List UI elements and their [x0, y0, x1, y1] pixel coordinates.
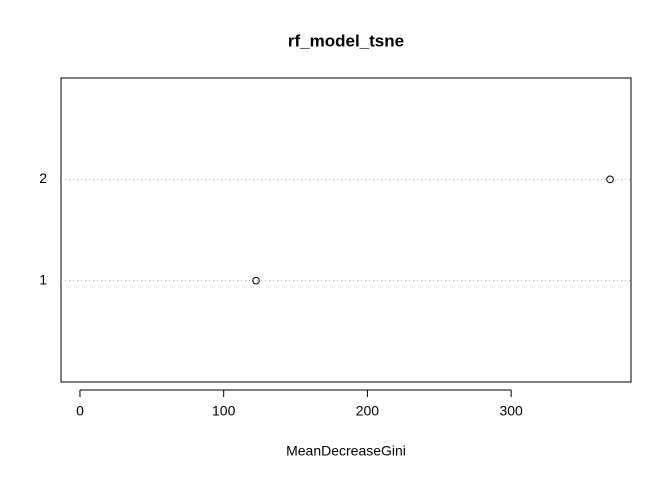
x-tick-label: 100	[212, 403, 236, 419]
plot-frame	[60, 77, 632, 383]
point	[606, 175, 614, 184]
chart-title: rf_model_tsne	[288, 31, 404, 50]
x-tick-label: 300	[499, 403, 523, 419]
y-tick-label: 2	[39, 170, 47, 186]
point	[252, 276, 260, 285]
x-tick-label: 0	[76, 403, 84, 419]
x-axis-label: MeanDecreaseGini	[286, 443, 406, 459]
y-tick-label: 1	[39, 271, 47, 287]
x-tick-label: 200	[356, 403, 380, 419]
